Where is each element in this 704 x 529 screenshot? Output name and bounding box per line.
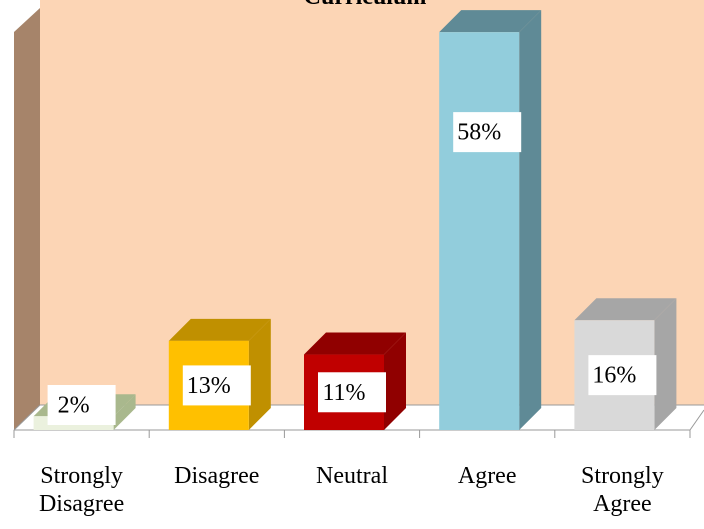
value-label-box (588, 355, 657, 396)
value-label: 11% (322, 380, 365, 406)
bar-top (574, 298, 677, 321)
floor-right (689, 409, 704, 431)
bar-side (519, 10, 542, 431)
x-tick-label: Strongly Agree (581, 463, 664, 517)
x-tick-label: Neutral (316, 463, 388, 489)
value-label-box (453, 112, 522, 153)
side-wall (14, 8, 40, 430)
x-tick-label: Agree (457, 463, 517, 489)
value-label-box (318, 372, 386, 413)
value-label: 13% (187, 373, 231, 399)
bar-side (248, 318, 271, 430)
value-label: 16% (592, 363, 636, 389)
bar-side (654, 298, 677, 430)
value-label-box (182, 365, 251, 406)
value-label: 58% (457, 120, 501, 146)
floor-left (13, 404, 41, 431)
bar-top (168, 318, 271, 341)
x-tick-label: Disagree (174, 463, 260, 489)
chart-title: Curriculum (304, 0, 427, 10)
bar (439, 32, 520, 431)
bar-side (113, 394, 136, 430)
bar-side (384, 332, 406, 430)
bar-top (439, 10, 542, 33)
value-label: 2% (58, 393, 90, 419)
bar-top (304, 332, 406, 355)
x-tick-label: Strongly Disagree (38, 463, 125, 517)
value-label-box (47, 385, 116, 425)
